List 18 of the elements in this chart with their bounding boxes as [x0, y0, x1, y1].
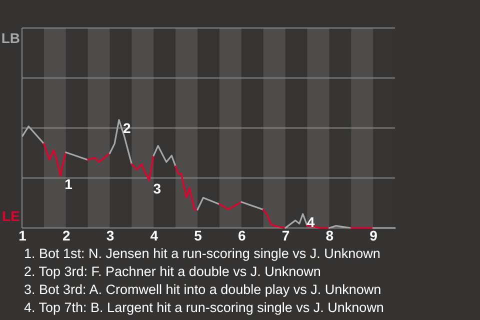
x-tick-label: 2: [62, 228, 70, 244]
annotation: 2: [122, 120, 131, 136]
x-tick-label: 8: [326, 228, 334, 244]
x-tick-label: 3: [106, 228, 114, 244]
x-tick-label: 9: [370, 228, 378, 244]
text: 4. Top 7th: B. Largent hit a run-scoring single vs J. Unknown: [24, 300, 384, 315]
x-tick-label: 5: [194, 228, 202, 244]
x-tick-label: 4: [150, 228, 158, 244]
text: LB: [1, 30, 20, 46]
text: 2. Top 3rd: F. Pachner hit a double vs J. Unknown: [24, 264, 321, 279]
text: 1. Bot 1st: N. Jensen hit a run-scoring single vs J. Unknown: [24, 246, 380, 261]
text: LE: [2, 208, 20, 224]
x-tick-label: 6: [238, 228, 246, 244]
annotation: 1: [64, 176, 73, 192]
x-tick-label: 7: [282, 228, 290, 244]
annotation: 3: [153, 180, 162, 196]
text: 3. Bot 3rd: A. Cromwell hit into a double play vs J. Unknown: [24, 282, 382, 297]
x-tick-label: 1: [18, 228, 27, 244]
